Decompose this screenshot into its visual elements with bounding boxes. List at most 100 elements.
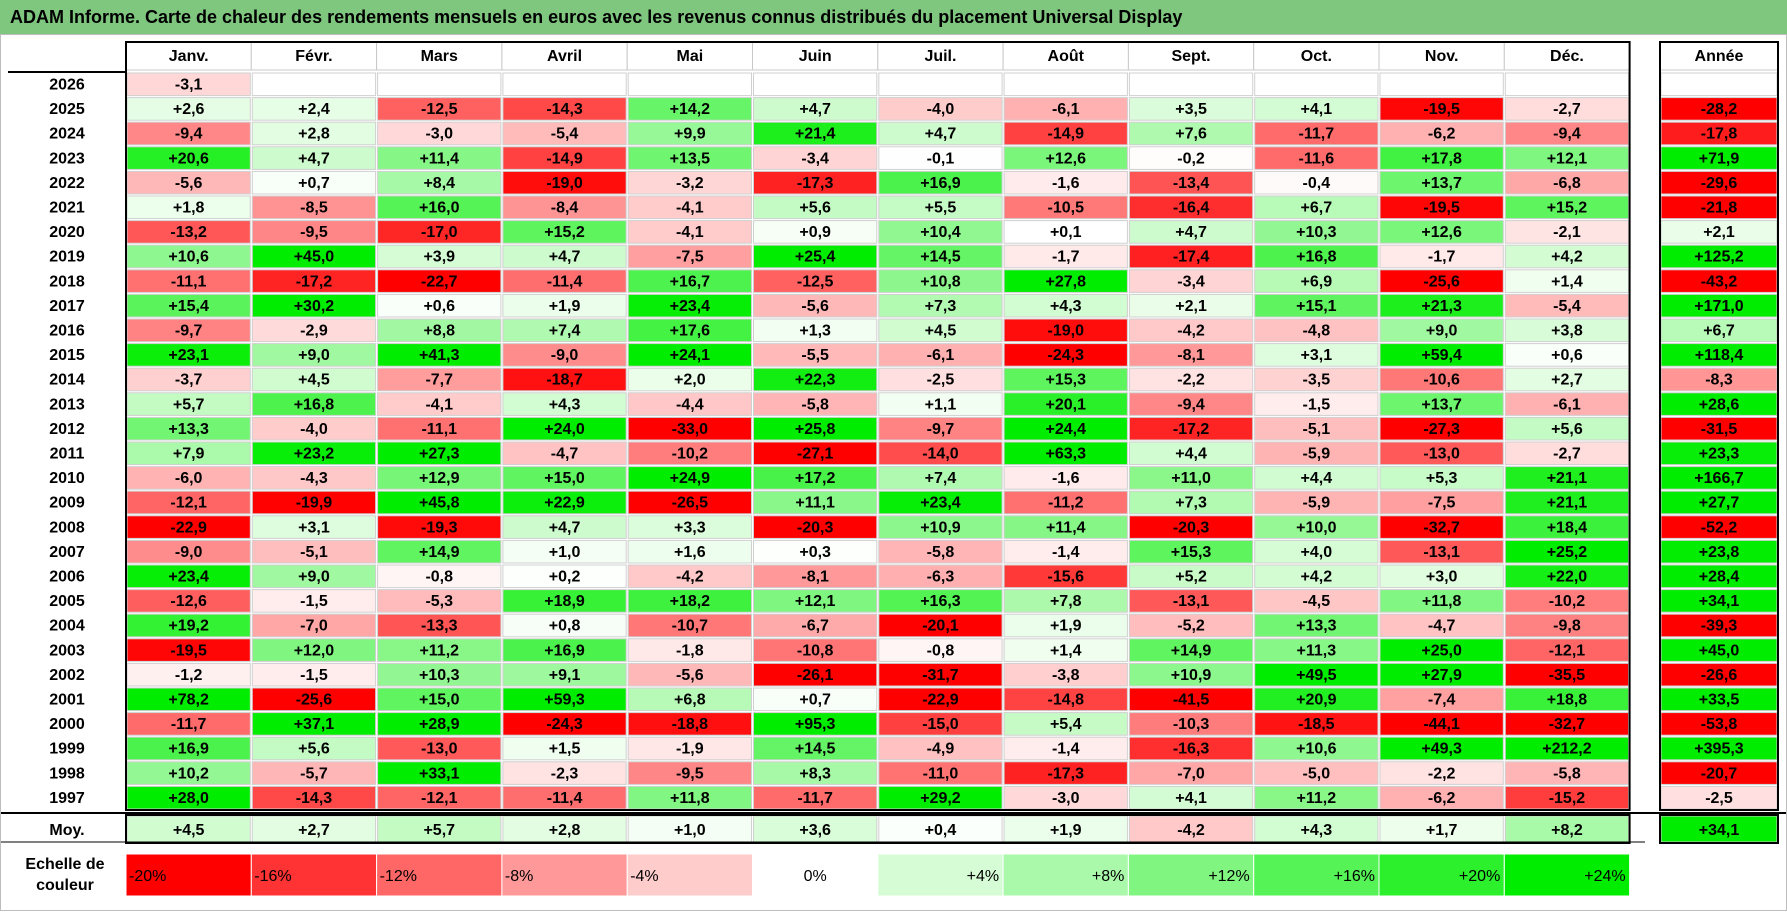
heatmap-cell [1379, 613, 1504, 638]
cell-value: +10,3 [1296, 224, 1337, 241]
cell-value: -11,7 [171, 716, 207, 733]
heatmap-cell [251, 244, 377, 269]
cell-value: -5,9 [1303, 495, 1331, 512]
heatmap-cell [878, 466, 1003, 490]
heatmap-cell [1254, 589, 1379, 613]
heatmap-cell [1379, 195, 1504, 220]
heatmap-cell [1254, 392, 1379, 416]
cell-value: -11,7 [797, 790, 833, 807]
heatmap-cell [1128, 293, 1254, 318]
cell-value: +11,1 [795, 495, 835, 512]
heatmap-cell [377, 466, 502, 490]
year-label: 2024 [49, 126, 85, 143]
heatmap-cell [1003, 589, 1128, 613]
cell-value: +25,0 [1421, 642, 1462, 659]
cell-value: -8,1 [801, 569, 829, 586]
heatmap-cell [1254, 146, 1379, 170]
heatmap-cell [1379, 441, 1504, 466]
cell-value: +0,8 [549, 618, 581, 635]
heatmap-cell [1128, 392, 1254, 416]
heatmap-cell [251, 220, 377, 244]
cell-value: -4,9 [927, 741, 955, 758]
cell-value: +10,6 [1296, 741, 1337, 758]
heatmap-cell [502, 638, 627, 662]
heatmap-cell [251, 736, 377, 761]
heatmap-cell [251, 761, 377, 785]
average-value: -4,2 [1177, 822, 1205, 839]
year-label: 2019 [49, 249, 85, 266]
heatmap-cell [627, 146, 753, 170]
heatmap-cell [251, 121, 377, 146]
cell-value: -1,5 [300, 593, 328, 610]
cell-value: +0,9 [799, 224, 831, 241]
heatmap-cell [1254, 318, 1379, 343]
cell-value: -10,6 [1423, 372, 1460, 389]
heatmap-cell [753, 121, 878, 146]
cell-value: +18,4 [1547, 519, 1588, 536]
cell-value: -4,1 [676, 200, 704, 217]
heatmap-cell [753, 367, 878, 392]
heatmap-cell [1254, 416, 1379, 441]
cell-value: +8,8 [423, 323, 455, 340]
cell-value: -5,4 [551, 126, 579, 143]
cell-value: +6,8 [674, 692, 706, 709]
heatmap-cell [1254, 269, 1379, 293]
cell-value: +10,9 [1171, 667, 1212, 684]
cell-value: +14,2 [670, 101, 711, 118]
cell-value: +13,7 [1421, 396, 1462, 413]
heatmap-cell [1128, 146, 1254, 170]
cell-value: -20,3 [797, 519, 834, 536]
cell-value: +24,1 [670, 347, 711, 364]
cell-value: -4,1 [425, 396, 453, 413]
cell-value: -9,4 [1177, 396, 1205, 413]
cell-value: +18,9 [544, 593, 585, 610]
cell-value: +21,4 [795, 126, 836, 143]
heatmap-cell [1128, 613, 1254, 638]
cell-value: +8,4 [423, 175, 455, 192]
cell-value: -5,6 [676, 667, 704, 684]
cell-value: +4,7 [298, 150, 330, 167]
cell-value: -13,3 [421, 618, 458, 635]
legend-swatch [1002, 853, 1129, 897]
cell-value: +1,4 [1551, 273, 1583, 290]
cell-value: -15,6 [1048, 569, 1085, 586]
cell-value: +16,9 [920, 175, 961, 192]
cell-value: -14,9 [546, 150, 583, 167]
cell-value: -5,8 [1553, 765, 1581, 782]
cell-value: -0,2 [1177, 150, 1205, 167]
cell-value: -5,1 [1303, 421, 1331, 438]
heatmap-cell [1254, 72, 1379, 97]
heatmap-cell [377, 589, 502, 613]
cell-value: -33,0 [672, 421, 709, 438]
annual-value: +28,4 [1699, 569, 1740, 586]
cell-value: -19,3 [421, 519, 458, 536]
cell-value: -18,7 [546, 372, 583, 389]
heatmap-cell [1003, 662, 1128, 687]
heatmap-cell [502, 736, 627, 761]
cell-value: -3,7 [175, 372, 203, 389]
average-value: +1,7 [1426, 822, 1458, 839]
heatmap-cell [753, 269, 878, 293]
heatmap-cell [502, 466, 627, 490]
heatmap-cell [1128, 490, 1254, 515]
average-value: +8,2 [1551, 822, 1583, 839]
heatmap-cell [627, 367, 753, 392]
cell-value: +24,0 [544, 421, 585, 438]
average-value: +4,5 [173, 822, 205, 839]
cell-value: -11,4 [547, 273, 583, 290]
heatmap-cell [878, 736, 1003, 761]
annual-value: -26,6 [1701, 667, 1738, 684]
cell-value: +10,0 [1296, 519, 1337, 536]
cell-value: -6,2 [1428, 126, 1456, 143]
heatmap-cell [753, 244, 878, 269]
average-value: +3,6 [799, 822, 831, 839]
heatmap-cell [1379, 293, 1504, 318]
cell-value: -24,3 [546, 716, 583, 733]
cell-value: -12,6 [170, 593, 207, 610]
cell-value: +24,9 [670, 470, 711, 487]
heatmap-cell [1128, 244, 1254, 269]
cell-value: +20,6 [168, 150, 209, 167]
annual-value: +27,7 [1699, 495, 1740, 512]
cell-value: -31,7 [922, 667, 959, 684]
legend-swatch [250, 853, 378, 897]
